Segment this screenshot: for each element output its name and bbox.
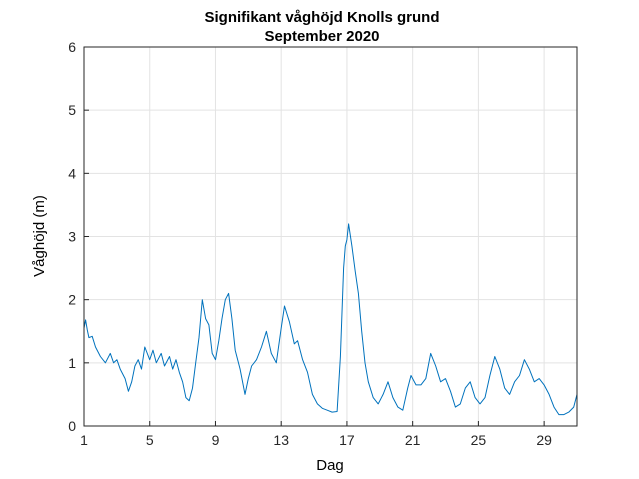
y-tick-label: 6 <box>68 39 76 55</box>
chart-title: Signifikant våghöjd Knolls grund <box>205 9 440 26</box>
y-tick-label: 4 <box>68 165 76 181</box>
x-axis-label: Dag <box>316 457 344 474</box>
grid-lines <box>83 46 577 427</box>
chart-subtitle: September 2020 <box>264 28 379 45</box>
x-tick-label: 1 <box>80 432 88 448</box>
x-tick-label: 25 <box>471 432 487 448</box>
axes-box <box>83 46 578 427</box>
y-tick-label: 3 <box>68 229 76 245</box>
y-tick-label: 0 <box>68 418 76 434</box>
y-tick-label: 1 <box>68 355 76 371</box>
y-tick-label: 2 <box>68 292 76 308</box>
x-tick-label: 5 <box>146 432 154 448</box>
y-tick-label: 5 <box>68 102 76 118</box>
x-tick-label: 29 <box>536 432 552 448</box>
x-tick-label: 21 <box>405 432 421 448</box>
series-line-wave-height <box>83 223 578 416</box>
x-tick-label: 9 <box>212 432 220 448</box>
y-axis-label: Våghöjd (m) <box>31 195 48 277</box>
x-tick-label: 17 <box>339 432 355 448</box>
x-tick-label: 13 <box>273 432 289 448</box>
